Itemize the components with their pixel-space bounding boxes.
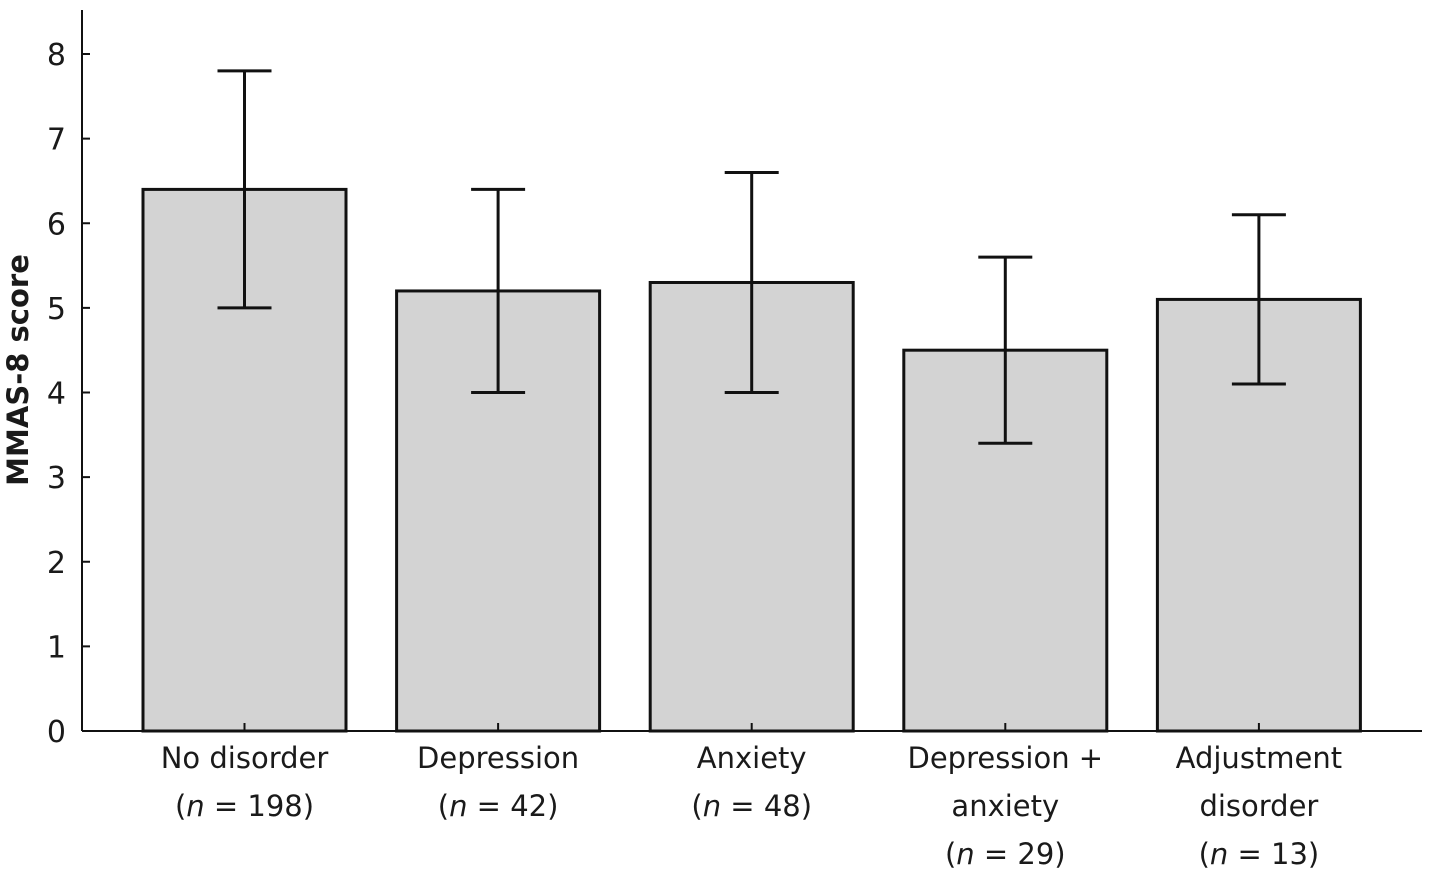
x-tick-label-n: (n = 29) [945,837,1066,871]
x-tick-label-n: (n = 198) [175,789,314,823]
x-tick-label: Adjustment [1176,741,1343,775]
y-tick-label: 7 [47,123,66,158]
n-value: = 198) [205,789,314,823]
x-tick-label: disorder [1199,789,1318,823]
y-tick-label: 0 [47,715,66,750]
x-tick-label-n: (n = 42) [438,789,559,823]
n-value: = 42) [467,789,558,823]
x-axis-labels: No disorder(n = 198)Depression(n = 42)An… [161,741,1342,871]
n-prefix: ( [175,789,186,823]
n-value: = 48) [721,789,812,823]
y-tick-label: 2 [47,546,66,581]
n-symbol: n [449,789,467,823]
y-tick-label: 6 [47,207,66,242]
n-value: = 29) [975,837,1066,871]
x-tick-label: anxiety [951,789,1059,823]
y-tick-label: 1 [47,630,66,665]
y-tick-label: 8 [47,38,66,73]
n-symbol: n [186,789,204,823]
n-symbol: n [703,789,721,823]
x-axis-ticks [243,723,1260,731]
x-tick-label: Depression [417,741,579,775]
y-tick-label: 4 [47,377,66,412]
x-tick-label-n: (n = 48) [691,789,812,823]
y-tick-label: 5 [47,292,66,327]
n-prefix: ( [691,789,702,823]
n-symbol: n [956,837,974,871]
y-axis-ticks: 0 1 2 3 4 5 6 7 8 [47,38,90,750]
n-value: = 13) [1228,837,1319,871]
n-prefix: ( [945,837,956,871]
x-tick-label-n: (n = 13) [1199,837,1320,871]
error-bars [217,69,1286,445]
n-prefix: ( [1199,837,1210,871]
n-prefix: ( [438,789,449,823]
n-symbol: n [1210,837,1228,871]
x-tick-label: Depression + [907,741,1103,775]
y-axis-label: MMAS-8 score [1,254,35,486]
x-tick-label: Anxiety [697,741,807,775]
y-tick-label: 3 [47,461,66,496]
x-tick-label: No disorder [161,741,329,775]
